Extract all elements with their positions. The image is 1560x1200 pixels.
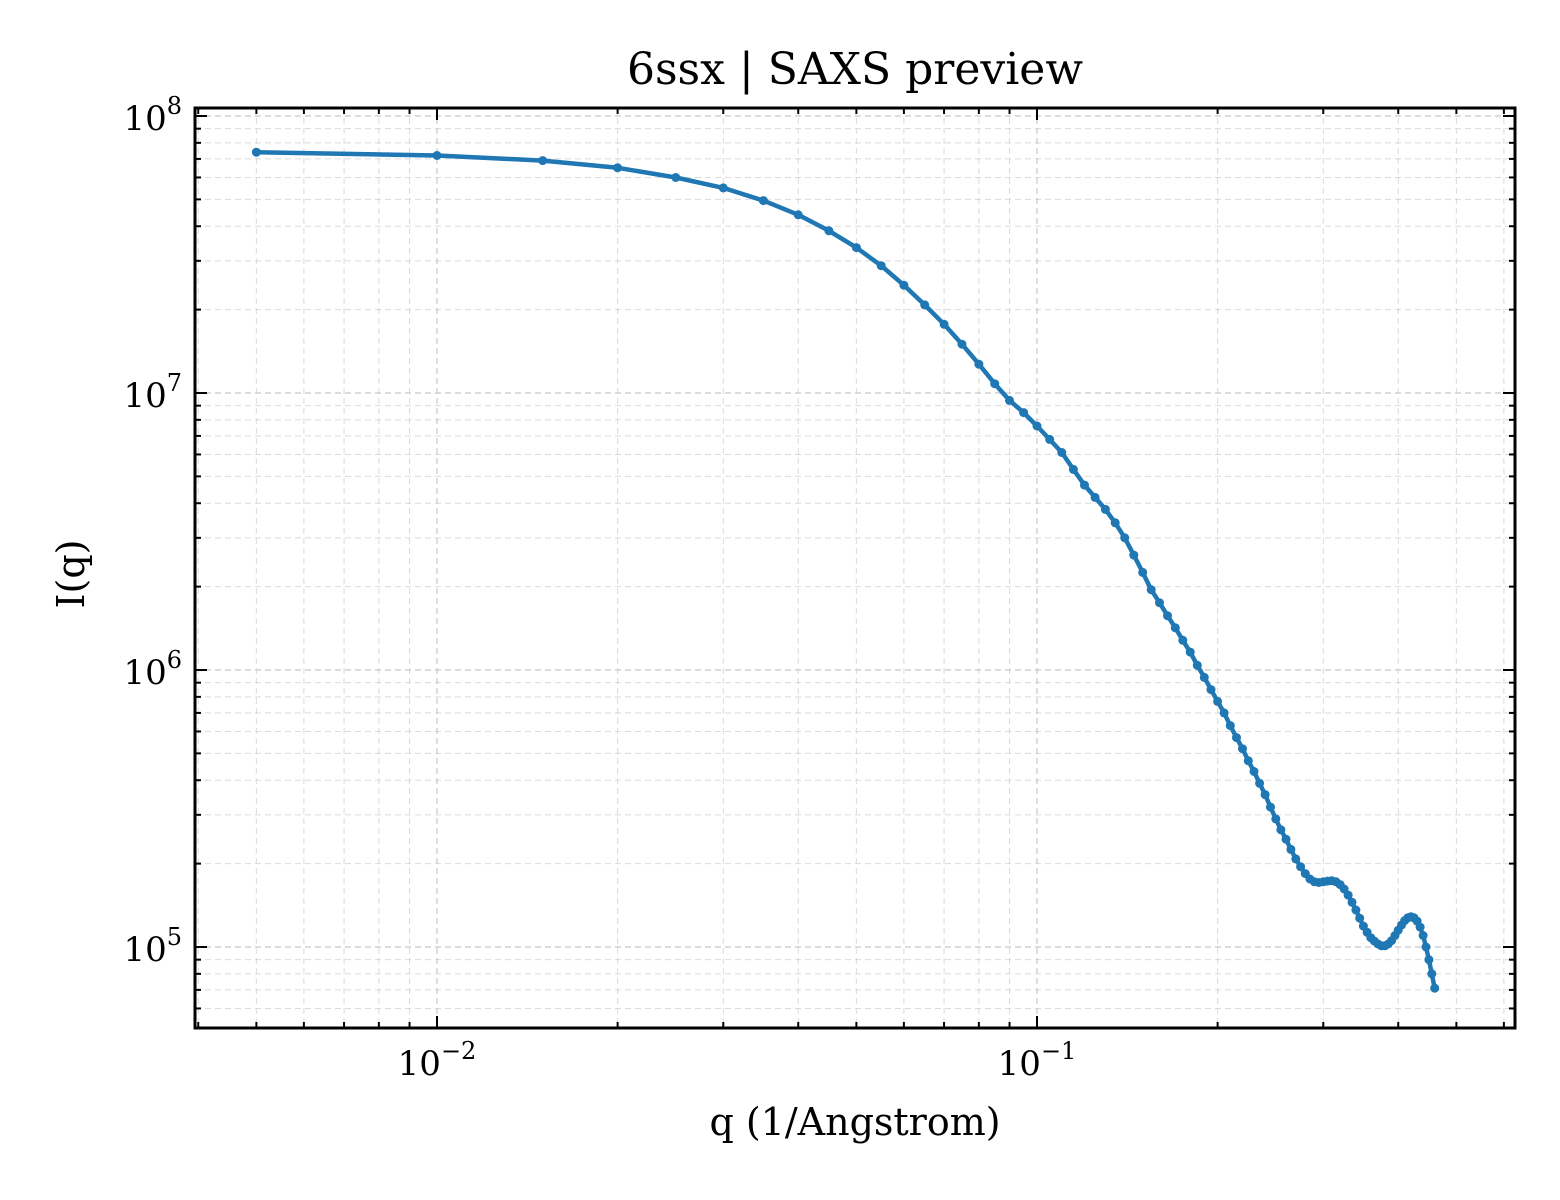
y-tick-label: 105 xyxy=(123,923,182,970)
data-point xyxy=(1243,756,1253,766)
data-point xyxy=(1276,825,1286,835)
data-point xyxy=(990,379,1000,389)
data-point xyxy=(1225,721,1235,731)
data-point xyxy=(1163,611,1172,621)
data-point xyxy=(1343,890,1353,900)
data-point xyxy=(824,226,834,236)
data-point xyxy=(899,280,909,290)
y-tick-label: 107 xyxy=(123,369,182,416)
data-point xyxy=(1080,480,1089,490)
data-point xyxy=(613,163,623,173)
data-point xyxy=(793,210,803,220)
data-point xyxy=(974,359,984,369)
data-point xyxy=(1281,834,1291,844)
data-point xyxy=(1170,623,1180,633)
data-point xyxy=(1421,942,1431,952)
data-point xyxy=(1185,647,1195,657)
data-point xyxy=(1155,598,1164,608)
data-point xyxy=(1129,550,1139,560)
data-point xyxy=(1249,767,1259,776)
chart-title: 6ssx | SAXS preview xyxy=(627,44,1083,95)
data-point xyxy=(1019,408,1029,418)
data-point xyxy=(1192,660,1202,670)
data-point xyxy=(1032,421,1042,431)
data-point xyxy=(1271,814,1281,824)
y-axis-label: I(q) xyxy=(49,540,93,609)
data-point xyxy=(1005,395,1014,405)
x-tick-label: 10−1 xyxy=(998,1037,1077,1084)
data-point xyxy=(1146,585,1156,595)
data-point xyxy=(1296,862,1306,872)
data-point xyxy=(957,339,967,349)
data-point xyxy=(1110,518,1120,528)
data-point xyxy=(1351,905,1361,915)
x-axis-label: q (1/Angstrom) xyxy=(709,1100,1000,1144)
data-point xyxy=(876,261,886,271)
data-point xyxy=(1138,567,1148,577)
data-point xyxy=(671,173,681,182)
data-point xyxy=(538,156,548,166)
y-tick-label: 106 xyxy=(123,646,182,693)
data-point xyxy=(1430,983,1440,993)
series-layer xyxy=(251,147,1440,993)
data-point xyxy=(1219,708,1229,718)
data-point xyxy=(1178,635,1188,645)
data-point xyxy=(1045,434,1055,444)
data-point xyxy=(1232,733,1241,743)
data-point xyxy=(1424,955,1434,965)
data-point xyxy=(1090,492,1100,502)
data-point xyxy=(1291,854,1301,864)
data-point xyxy=(1286,844,1296,854)
data-point xyxy=(1260,790,1270,800)
data-point xyxy=(1068,464,1078,474)
data-point xyxy=(1120,533,1130,543)
data-point xyxy=(1415,922,1425,932)
grid-lines xyxy=(195,108,1515,1028)
data-point xyxy=(920,300,930,310)
data-point xyxy=(1057,448,1067,457)
data-point xyxy=(1255,778,1265,788)
data-point xyxy=(432,151,442,160)
data-point xyxy=(1427,969,1437,979)
data-point xyxy=(251,147,261,157)
axis-ticks: 10−2 10−1 105 106 107 108 xyxy=(123,92,1515,1084)
data-point xyxy=(1266,802,1275,812)
data-point xyxy=(1213,696,1223,706)
data-point xyxy=(1355,913,1365,923)
data-point xyxy=(1199,672,1209,682)
plot-frame xyxy=(193,106,1517,1030)
x-tick-label: 10−2 xyxy=(398,1037,477,1084)
data-point xyxy=(939,319,949,329)
data-point xyxy=(1100,504,1110,514)
data-point xyxy=(1418,931,1428,940)
data-point xyxy=(758,196,768,206)
data-point xyxy=(1238,744,1247,754)
data-point xyxy=(718,183,728,193)
y-tick-label: 108 xyxy=(123,92,182,139)
data-point xyxy=(1206,685,1216,695)
data-point xyxy=(1347,897,1357,907)
data-point xyxy=(851,243,861,253)
